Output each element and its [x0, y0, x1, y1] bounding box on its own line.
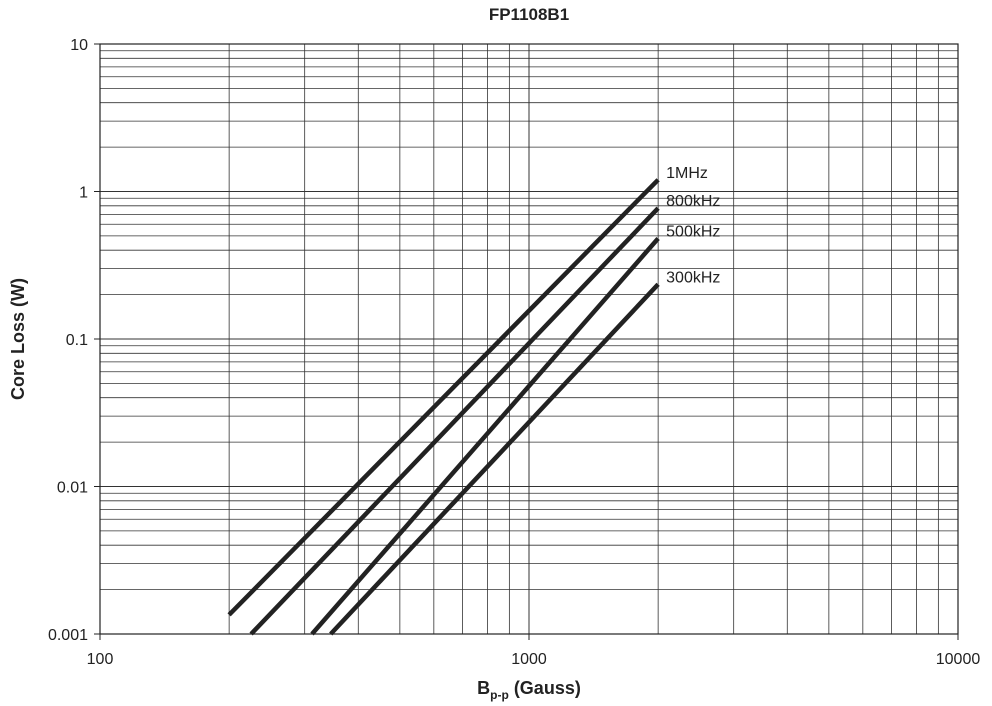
series-label: 800kHz [666, 193, 720, 210]
tick-labels: 100 1000 10000 10 1 0.1 0.01 0.001 [48, 37, 980, 668]
y-tick-label: 1 [79, 185, 88, 202]
x-tick-label: 1000 [511, 651, 547, 668]
y-tick-label: 0.01 [57, 480, 88, 497]
y-axis-title: Core Loss (W) [8, 278, 28, 400]
x-axis-title-unit: (Gauss) [509, 678, 581, 698]
y-tick-label: 10 [70, 37, 88, 54]
y-tick-label: 0.1 [66, 332, 88, 349]
series-labels: 1MHz 800kHz 500kHz 300kHz [666, 165, 720, 286]
series-line [329, 282, 660, 636]
series-line [310, 237, 660, 636]
y-tick-label: 0.001 [48, 627, 88, 644]
grid [99, 44, 958, 635]
x-axis-title-subscript: p-p [490, 688, 509, 702]
series-lines [227, 178, 660, 636]
x-tick-label: 10000 [936, 651, 981, 668]
chart-title: FP1108B1 [489, 5, 569, 24]
x-tick-label: 100 [87, 651, 114, 668]
x-axis-title-main: B [477, 678, 490, 698]
series-label: 500kHz [666, 224, 720, 241]
series-label: 300kHz [666, 269, 720, 286]
series-label: 1MHz [666, 165, 708, 182]
series-line [249, 206, 660, 636]
x-axis-title: Bp-p (Gauss) [477, 678, 581, 702]
series-line [227, 178, 660, 617]
